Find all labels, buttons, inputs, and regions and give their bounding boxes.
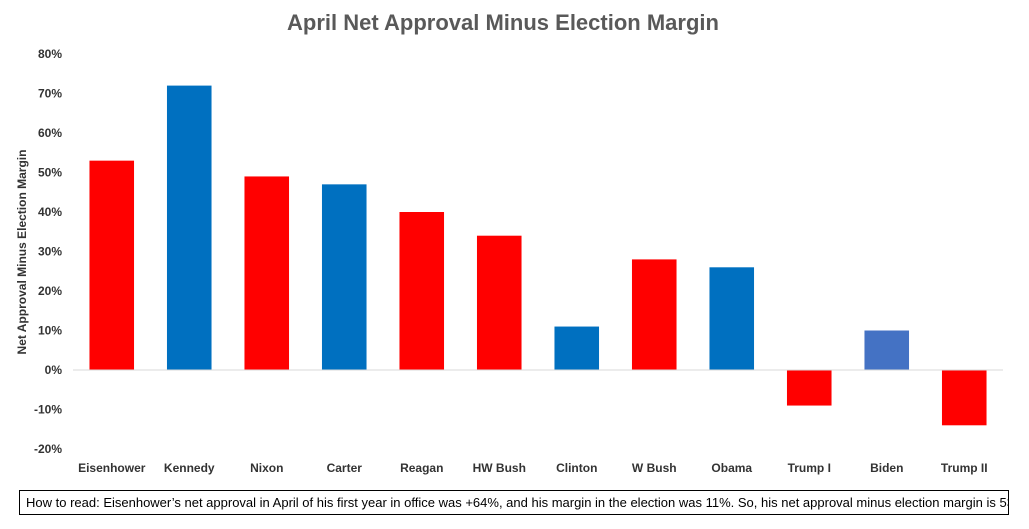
bar-reagan <box>399 212 445 370</box>
y-tick-label: -10% <box>34 403 62 417</box>
bar-kennedy <box>166 85 212 370</box>
y-tick-label: 50% <box>38 166 62 180</box>
x-category-label: W Bush <box>632 461 677 475</box>
bar-chart: April Net Approval Minus Election Margin… <box>15 10 1003 475</box>
y-tick-label: -20% <box>34 442 62 456</box>
bar-obama <box>709 267 755 370</box>
y-tick-label: 10% <box>38 324 62 338</box>
x-category-label: Clinton <box>556 461 597 475</box>
y-tick-label: 0% <box>45 363 63 377</box>
how-to-read-note: How to read: Eisenhower’s net approval i… <box>19 490 1009 515</box>
x-category-label: Eisenhower <box>78 461 146 475</box>
x-category-label: Trump I <box>788 461 831 475</box>
y-tick-label: 40% <box>38 205 62 219</box>
y-tick-label: 60% <box>38 126 62 140</box>
bar-eisenhower <box>89 160 135 370</box>
x-category-label: Nixon <box>250 461 283 475</box>
bars <box>89 85 987 426</box>
bar-biden <box>864 330 910 370</box>
bar-carter <box>321 184 367 370</box>
bar-hw-bush <box>476 235 522 370</box>
bar-clinton <box>554 326 600 370</box>
x-category-label: Trump II <box>941 461 988 475</box>
x-category-label: HW Bush <box>473 461 526 475</box>
y-tick-label: 80% <box>38 47 62 61</box>
y-axis-label: Net Approval Minus Election Margin <box>15 150 29 355</box>
bar-w-bush <box>631 259 677 370</box>
y-tick-label: 70% <box>38 87 62 101</box>
y-axis-ticks: 80% 70% 60% 50% 40% 30% 20% 10% 0% -10% -20% <box>34 47 62 456</box>
x-category-label: Reagan <box>400 461 443 475</box>
bar-nixon <box>244 176 290 370</box>
x-category-label: Carter <box>327 461 363 475</box>
x-category-label: Kennedy <box>164 461 215 475</box>
x-category-label: Biden <box>870 461 903 475</box>
bar-trump-i <box>786 370 832 406</box>
y-tick-label: 30% <box>38 245 62 259</box>
y-tick-label: 20% <box>38 284 62 298</box>
chart-title: April Net Approval Minus Election Margin <box>287 10 719 35</box>
x-category-label: Obama <box>711 461 752 475</box>
x-axis-labels: Eisenhower Kennedy Nixon Carter Reagan HW Bus… <box>78 461 988 475</box>
bar-trump-ii <box>941 370 987 426</box>
